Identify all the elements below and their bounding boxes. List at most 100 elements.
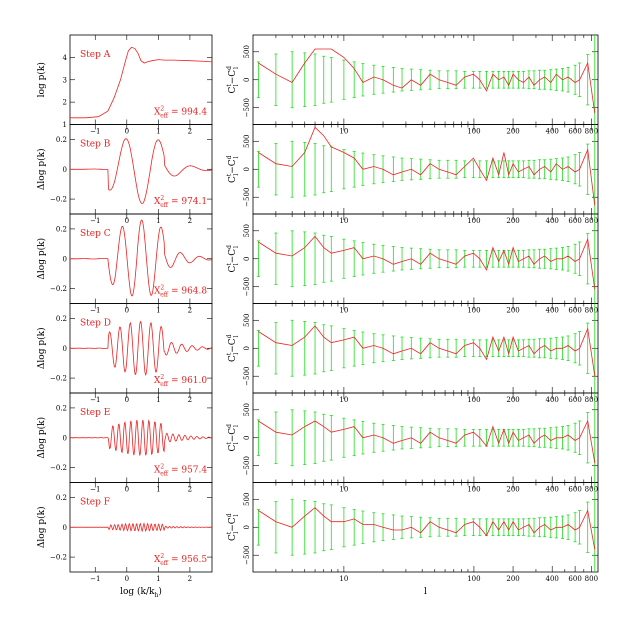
y-tick-label: 500 (243, 403, 251, 416)
y-axis-label: log p(k) (36, 62, 47, 97)
y-axis-label: Ctl−Cdl (226, 513, 240, 541)
x-tick-label: 800 (585, 396, 598, 404)
y-tick-label: 0.2 (56, 225, 67, 233)
chi-squared-label: X2 eff = 957.4 (154, 464, 207, 478)
x-tick-label: 600 (568, 396, 581, 404)
y-tick-label: 500 (243, 135, 251, 148)
plot-area (256, 124, 596, 214)
y-axis-label: Ctl−Cdl (226, 245, 240, 273)
y-axis-label-sub: l (233, 263, 240, 265)
chi-squared-label: X2 eff = 961.0 (154, 374, 207, 388)
chi-value: = 956.5 (168, 555, 207, 565)
spectrum-curve (70, 419, 212, 456)
x-tick-label: 1 (156, 217, 160, 225)
plot-area (256, 482, 596, 572)
step-label: Step A (80, 50, 111, 60)
residual-curve (258, 325, 596, 377)
x-tick-label: −1 (90, 307, 100, 315)
y-tick-label: 2 (63, 99, 67, 107)
residual-curve (258, 419, 596, 463)
x-tick-label: 10 (339, 396, 348, 404)
y-axis-label-sup: d (226, 513, 233, 517)
y-tick-label: −500 (243, 188, 251, 207)
step-label: Step E (80, 408, 110, 418)
y-tick-label: 3 (63, 76, 67, 84)
y-axis-label-sup: t (226, 84, 233, 87)
spectrum-curve (70, 219, 213, 297)
chi-superscript: 2 (160, 285, 164, 292)
residual-curve (258, 126, 596, 206)
x-tick-label: 200 (506, 486, 519, 494)
y-axis-label-minus: −C (228, 249, 238, 264)
x-tick-label: 1 (156, 307, 160, 315)
chi-squared-label: X2 eff = 974.1 (154, 195, 207, 209)
chi-subscript: eff (160, 202, 169, 209)
chi-squared-label: X2 eff = 956.5 (154, 553, 207, 567)
x-tick-label: −1 (90, 217, 100, 225)
x-tick-label: 10 (339, 217, 348, 225)
chi-squared-label: X2 eff = 964.8 (154, 285, 207, 299)
x-tick-label: 2 (188, 396, 192, 404)
y-axis-label-sub: l (233, 425, 240, 427)
y-axis-label-base: C (228, 266, 238, 273)
y-axis-label-sup: d (226, 424, 233, 428)
step-label: Step B (80, 140, 111, 150)
x-tick-label: 400 (546, 575, 559, 583)
x-tick-label: 100 (467, 128, 480, 136)
y-tick-label: −0.2 (50, 285, 67, 293)
y-tick-label: −500 (243, 546, 251, 565)
y-tick-label: −500 (243, 277, 251, 296)
y-axis-label: Ctl−Cdl (226, 66, 240, 94)
x-axis-label-main: log (k/k (120, 586, 155, 597)
y-axis-label-sub: l (233, 84, 240, 86)
chi-symbol: X (154, 376, 161, 386)
y-tick-label: 0 (243, 257, 251, 261)
spectrum-curve (70, 138, 213, 204)
y-tick-label: 0 (63, 434, 67, 442)
y-axis-label: Δlog p(k) (36, 327, 47, 369)
y-axis-label-sup: t (226, 442, 233, 445)
y-axis-label-sub: l (233, 353, 240, 355)
y-axis-label: Δlog p(k) (36, 238, 47, 280)
plot-area (256, 393, 596, 483)
y-axis-label-minus: −C (228, 517, 238, 532)
x-tick-label: 100 (467, 307, 480, 315)
y-tick-label: −0.2 (50, 464, 67, 472)
y-axis-label-sup: d (226, 334, 233, 338)
chi-superscript: 2 (160, 553, 164, 560)
chi-symbol: X (154, 555, 161, 565)
y-axis-label-minus: −C (228, 428, 238, 443)
x-tick-label: 0 (125, 486, 129, 494)
y-axis-label: Δlog p(k) (36, 148, 47, 190)
y-tick-label: 0 (243, 525, 251, 529)
y-tick-label: 0 (63, 166, 67, 174)
y-axis-label-sup: t (226, 531, 233, 534)
y-axis-label-sup: t (226, 263, 233, 266)
x-tick-label: −1 (90, 128, 100, 136)
x-tick-label: 600 (568, 128, 581, 136)
x-tick-label: 100 (467, 396, 480, 404)
y-tick-label: −500 (243, 98, 251, 117)
y-axis-label-sup: d (226, 155, 233, 159)
residual-curve (258, 48, 596, 114)
x-tick-label: 1 (156, 128, 160, 136)
chi-value: = 964.8 (168, 287, 207, 297)
x-axis-label: l (424, 587, 427, 597)
chi-superscript: 2 (160, 195, 164, 202)
x-tick-label: 200 (506, 128, 519, 136)
y-tick-label: 500 (243, 493, 251, 506)
y-tick-label: 1 (63, 121, 67, 129)
y-tick-label: −0.2 (50, 554, 67, 562)
x-tick-label: 1 (156, 575, 160, 583)
y-axis-label-sup: d (226, 66, 233, 70)
y-tick-label: 0 (243, 167, 251, 171)
y-axis-label-base: C (228, 176, 238, 183)
y-axis-label-minus: −C (228, 338, 238, 353)
